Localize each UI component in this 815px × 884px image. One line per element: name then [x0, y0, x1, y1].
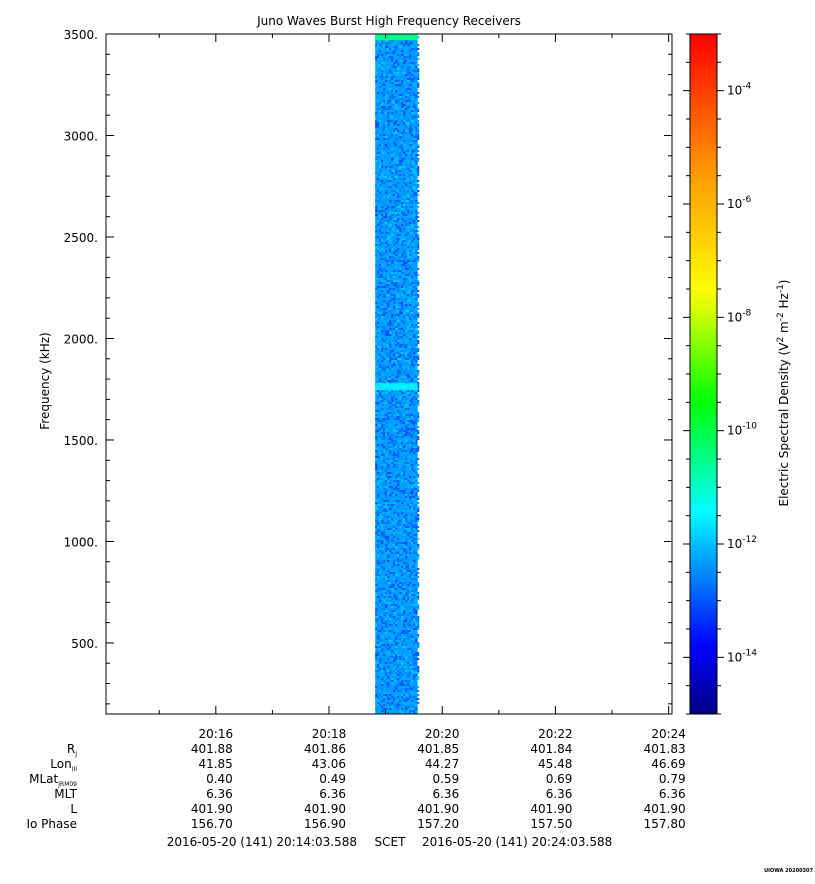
colorbar-label-sup1: 2 [776, 337, 786, 343]
x-axis: 20:16 20:18 20:20 20:22 20:24 [158, 34, 686, 741]
y-tick-label: 2500. [64, 231, 98, 245]
ephemeris-value: 46.69 [651, 757, 685, 771]
ephemeris-value: 401.90 [530, 802, 572, 816]
spectrogram-speckle [375, 34, 420, 714]
colorbar-tick-label: 10-8 [727, 308, 752, 324]
ephemeris-value: 0.59 [432, 772, 459, 786]
colorbar-label-end: ) [777, 279, 791, 284]
ephemeris-value: 6.36 [319, 787, 346, 801]
ephemeris-value: 156.90 [304, 817, 346, 831]
ephemeris-value: 157.20 [417, 817, 459, 831]
colorbar-label-sup2: -2 [776, 312, 786, 321]
x-tick-label: 20:18 [312, 727, 347, 741]
chart-title: Juno Waves Burst High Frequency Receiver… [256, 14, 521, 28]
y-tick-label: 1500. [64, 434, 98, 448]
colorbar-tick-label: 10-6 [727, 195, 752, 211]
ephemeris-value: 44.27 [425, 757, 459, 771]
bright-band [375, 383, 418, 391]
ephemeris-value: 401.84 [530, 742, 572, 756]
x-tick-label: 20:20 [425, 727, 460, 741]
colorbar-tick-label: 10-10 [727, 422, 757, 438]
ephemeris-value: 6.36 [659, 787, 686, 801]
ephemeris-value: 6.36 [432, 787, 459, 801]
ephemeris-value: 401.90 [417, 802, 459, 816]
time-range-end: 2016-05-20 (141) 20:24:03.588 [422, 835, 612, 849]
time-range-start: 2016-05-20 (141) 20:14:03.588 [167, 835, 357, 849]
y-axis-label: Frequency (kHz) [38, 332, 52, 429]
plot-area [375, 34, 420, 714]
ephemeris-value: 0.49 [319, 772, 346, 786]
y-tick-label: 500. [71, 637, 98, 651]
ephemeris-value: 401.86 [304, 742, 346, 756]
ephemeris-value: 0.69 [546, 772, 573, 786]
footer-stamp: UIOWA 20200307 [764, 868, 813, 874]
ephemeris-value: 0.79 [659, 772, 686, 786]
y-tick-label: 2000. [64, 332, 98, 346]
ephemeris-value: 6.36 [206, 787, 233, 801]
ephemeris-value: 41.85 [198, 757, 232, 771]
y-tick-label: 1000. [64, 535, 98, 549]
ephemeris-value: 0.40 [206, 772, 233, 786]
ephemeris-value: 45.48 [538, 757, 572, 771]
ephemeris-row-label: MLatJRM09 [29, 772, 77, 788]
x-tick-label: 20:24 [651, 727, 686, 741]
colorbar-tick-label: 10-12 [727, 535, 757, 551]
ephemeris-row-label: RJ [67, 742, 77, 758]
ephemeris-row-label: Io Phase [26, 817, 77, 831]
ephemeris-value: 401.90 [644, 802, 686, 816]
colorbar-label-tail2: Hz [777, 293, 791, 312]
ephemeris-value: 6.36 [546, 787, 573, 801]
ephemeris-row-label: LonIII [50, 757, 77, 773]
y-tick-label: 3000. [64, 129, 98, 143]
time-range-label: SCET [375, 835, 407, 849]
ephemeris-table: RJ 401.88 401.86 401.85 401.84 401.83 LonIII 41… [26, 742, 685, 831]
colorbar-label-main: Electric Spectral Density (V [777, 342, 791, 507]
ephemeris-value: 401.90 [304, 802, 346, 816]
x-tick-label: 20:16 [199, 727, 234, 741]
ephemeris-value: 401.88 [191, 742, 233, 756]
colorbar-tick-label: 10-4 [727, 82, 752, 98]
ephemeris-value: 401.83 [644, 742, 686, 756]
x-tick-label: 20:22 [538, 727, 573, 741]
ephemeris-value: 156.70 [191, 817, 233, 831]
ephemeris-value: 157.50 [530, 817, 572, 831]
colorbar-label-tail: m [777, 321, 791, 337]
ephemeris-value: 157.80 [644, 817, 686, 831]
ephemeris-value: 401.90 [191, 802, 233, 816]
ephemeris-row-label: MLT [54, 787, 77, 801]
colorbar-axis: 10-14 10-12 10-10 10-8 10-6 10-4 [683, 33, 757, 715]
colorbar [689, 33, 718, 715]
plot-frame [105, 33, 673, 715]
ephemeris-value: 401.85 [417, 742, 459, 756]
time-range: 2016-05-20 (141) 20:14:03.588 SCET 2016-… [167, 835, 613, 849]
ephemeris-row-label: L [70, 802, 77, 816]
colorbar-label: Electric Spectral Density (V2 m-2 Hz-1) [776, 279, 791, 506]
ephemeris-value: 43.06 [312, 757, 346, 771]
colorbar-tick-label: 10-14 [727, 648, 757, 664]
y-tick-label: 3500. [64, 28, 98, 42]
colorbar-label-sup3: -1 [776, 284, 786, 293]
y-axis: 500. 1000. 1500. 2000. 2500. 3000. 3500. [64, 28, 672, 705]
top-edge-band [375, 34, 418, 41]
